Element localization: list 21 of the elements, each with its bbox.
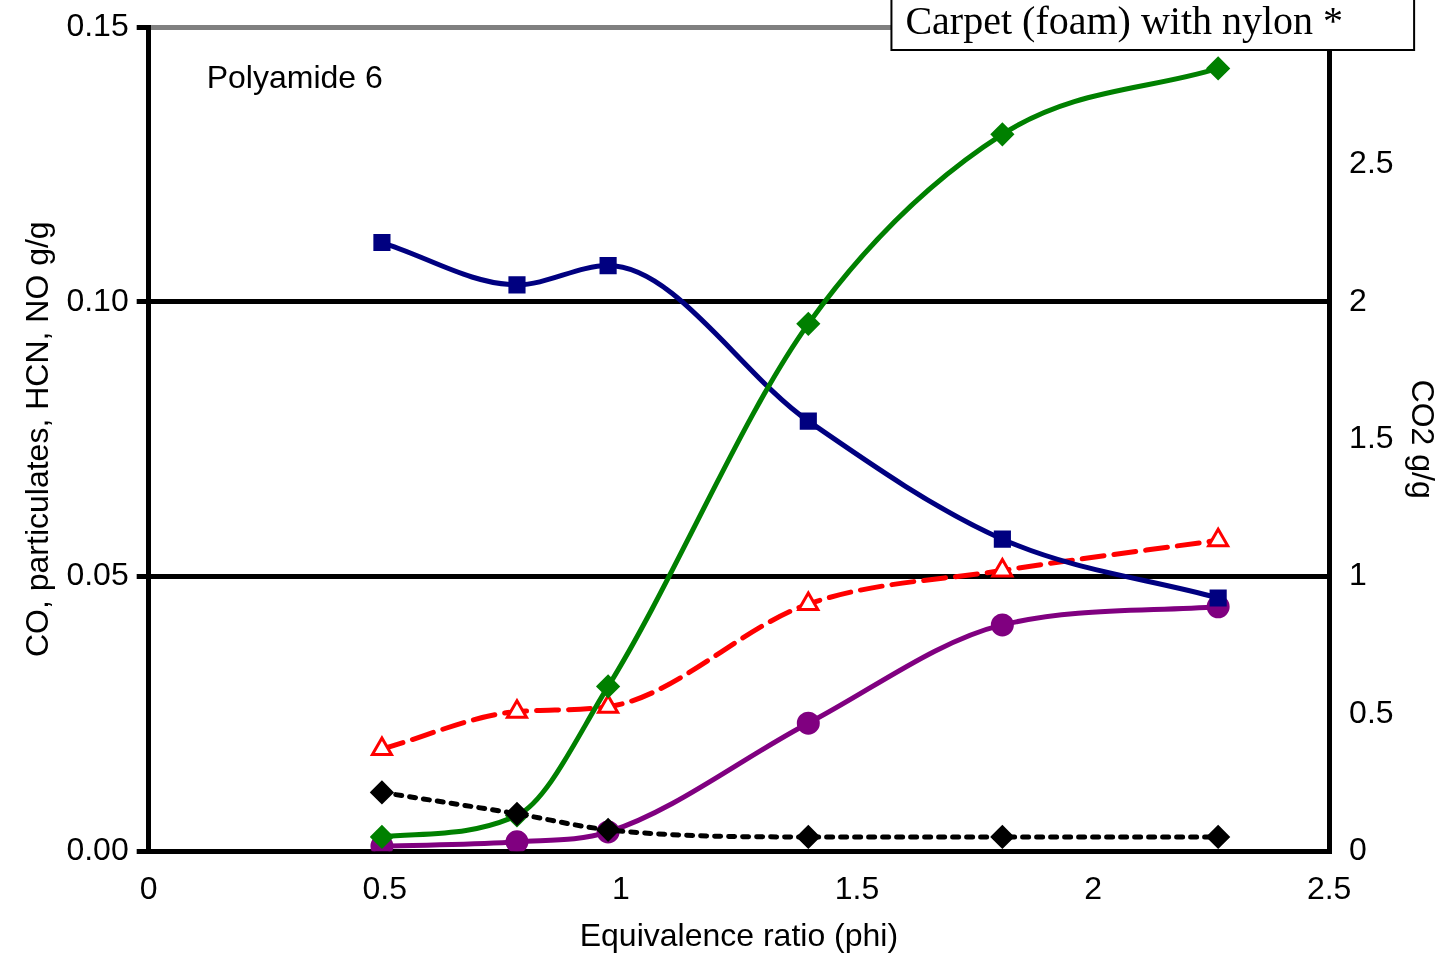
y-tick-label: 0.00 [66, 831, 129, 868]
y2-tick-label: 1 [1349, 556, 1367, 593]
y2-tick-label: 0.5 [1349, 693, 1394, 730]
y2-tick-label: 0 [1349, 831, 1367, 868]
y-axis-title: CO, particulates, HCN, NO g/g [19, 221, 56, 658]
x-tick-label: 1.5 [834, 870, 880, 907]
y2-axis-title: CO2 g/g [1404, 379, 1441, 499]
y-tick-label: 0.15 [66, 7, 129, 44]
y-tick-label: 0.10 [66, 281, 129, 318]
y2-tick-label: 1.5 [1349, 419, 1394, 456]
x-tick-label: 1 [611, 870, 630, 907]
x-axis-title: Equivalence ratio (phi) [579, 916, 899, 953]
x-tick-label: 2.5 [1306, 870, 1352, 907]
x-tick-label: 0 [139, 870, 158, 907]
annotation: Polyamide 6 [206, 59, 383, 96]
y2-tick-label: 2 [1349, 281, 1367, 318]
chart-title: Carpet (foam) with nylon * [905, 0, 1344, 43]
y2-tick-label: 2.5 [1349, 144, 1394, 181]
y-tick-label: 0.05 [66, 556, 129, 593]
x-tick-label: 0.5 [362, 870, 408, 907]
x-tick-label: 2 [1084, 870, 1102, 907]
